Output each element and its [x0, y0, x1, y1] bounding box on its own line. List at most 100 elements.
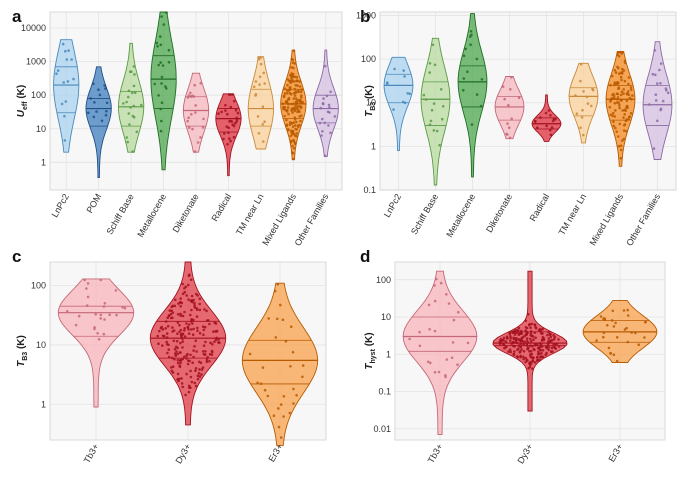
data-point — [86, 282, 90, 285]
data-point — [320, 134, 323, 137]
data-point — [97, 337, 101, 341]
data-point — [659, 82, 662, 85]
data-point — [289, 325, 293, 329]
data-point — [160, 119, 163, 123]
data-point — [549, 332, 552, 336]
data-point — [539, 349, 543, 352]
data-point — [179, 314, 183, 318]
data-point — [173, 304, 177, 308]
data-point — [226, 143, 229, 146]
data-point — [183, 335, 187, 338]
data-point — [579, 79, 582, 83]
data-point — [549, 335, 553, 339]
data-point — [196, 329, 199, 333]
data-point — [654, 73, 657, 77]
data-point — [298, 105, 301, 108]
data-point — [185, 354, 188, 357]
data-point — [529, 337, 532, 341]
data-point — [236, 111, 240, 115]
data-point — [298, 110, 301, 113]
data-point — [299, 96, 303, 99]
x-tick-label: Metallocene — [444, 192, 477, 239]
violin-dy3- — [492, 270, 568, 412]
data-point — [508, 136, 512, 140]
data-point — [201, 126, 205, 129]
data-point — [263, 388, 267, 392]
data-point — [323, 154, 327, 158]
data-point — [557, 338, 560, 341]
data-point — [132, 115, 136, 119]
data-point — [209, 341, 212, 345]
data-point — [165, 87, 168, 90]
data-point — [289, 134, 293, 138]
data-point — [232, 135, 236, 139]
data-point — [104, 87, 107, 90]
data-point — [620, 72, 624, 75]
violin-lnpc2 — [53, 39, 80, 153]
x-tick-label: Radical — [210, 192, 234, 223]
data-point — [211, 343, 214, 346]
data-point — [433, 63, 437, 67]
data-point — [293, 141, 297, 145]
data-point — [615, 98, 619, 101]
data-point — [132, 84, 136, 88]
panel-letter: c — [12, 247, 21, 266]
data-point — [392, 108, 395, 111]
data-point — [653, 49, 657, 52]
data-point — [615, 101, 619, 104]
data-point — [87, 111, 90, 115]
data-point — [408, 337, 411, 341]
data-point — [552, 334, 555, 337]
data-point — [225, 125, 229, 128]
data-point — [193, 302, 196, 305]
data-point — [479, 104, 483, 108]
data-point — [325, 94, 329, 98]
data-point — [619, 98, 622, 102]
data-point — [498, 340, 502, 343]
data-point — [193, 150, 197, 153]
data-point — [282, 415, 285, 418]
data-point — [288, 411, 292, 415]
data-point — [515, 341, 519, 345]
data-point — [283, 114, 287, 118]
data-point — [187, 283, 190, 287]
data-point — [508, 348, 512, 352]
data-point — [469, 30, 473, 33]
data-point — [291, 72, 295, 76]
data-point — [516, 329, 520, 332]
violin-other-families — [312, 49, 339, 157]
data-point — [204, 340, 207, 344]
data-point — [289, 365, 292, 368]
data-point — [525, 326, 529, 330]
data-point — [610, 319, 614, 322]
y-tick-label: 1 — [386, 349, 391, 359]
data-point — [194, 367, 198, 370]
data-point — [205, 358, 209, 362]
data-point — [298, 80, 302, 83]
data-point — [198, 368, 201, 371]
data-point — [176, 313, 180, 316]
violin-lnpc2 — [383, 56, 414, 152]
data-point — [525, 337, 529, 340]
data-point — [505, 133, 509, 136]
data-point — [321, 130, 324, 133]
data-point — [300, 94, 303, 97]
data-point — [620, 90, 624, 94]
x-tick-label: Radical — [528, 192, 552, 223]
data-point — [318, 121, 322, 125]
data-point — [100, 119, 104, 123]
data-point — [626, 314, 630, 317]
data-point — [170, 366, 173, 369]
data-point — [537, 350, 540, 354]
data-point — [619, 148, 623, 152]
data-point — [180, 301, 184, 305]
data-point — [549, 350, 553, 354]
data-point — [92, 82, 95, 86]
data-point — [637, 343, 640, 347]
data-point — [499, 338, 503, 341]
data-point — [517, 347, 520, 351]
data-point — [294, 97, 298, 100]
data-point — [257, 56, 260, 59]
data-point — [532, 347, 535, 351]
data-point — [194, 339, 198, 343]
